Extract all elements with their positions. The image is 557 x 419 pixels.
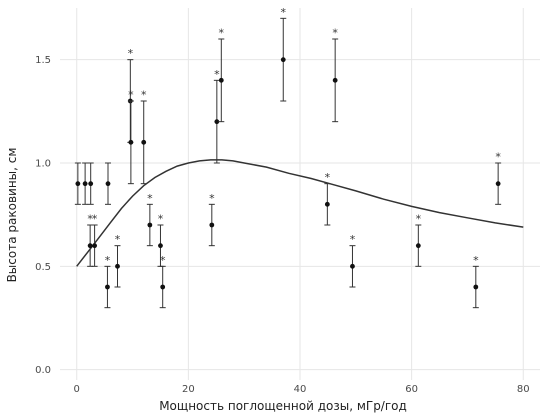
significance-mark: *	[141, 89, 147, 102]
y-tick-label: 1.5	[35, 55, 51, 66]
x-tick-label: 0	[74, 384, 80, 395]
x-tick-label: 40	[294, 384, 307, 395]
significance-mark: *	[350, 233, 356, 246]
point-marker	[92, 243, 98, 249]
x-tick-label: 60	[405, 384, 418, 395]
data-point: *	[218, 27, 225, 123]
data-point: *	[157, 213, 164, 267]
significance-mark: *	[158, 213, 164, 226]
point-marker	[115, 263, 120, 269]
data-point: *	[208, 192, 215, 247]
significance-mark: *	[473, 254, 479, 267]
point-marker	[128, 139, 134, 145]
significance-mark: *	[128, 89, 134, 102]
data-point	[87, 162, 94, 205]
data-point: *	[472, 254, 479, 309]
point-marker	[218, 77, 224, 83]
point-marker	[280, 57, 286, 63]
point-marker	[75, 181, 81, 187]
data-point: *	[332, 27, 338, 123]
significance-mark: *	[87, 213, 93, 226]
point-marker	[82, 181, 88, 187]
data-point	[82, 162, 89, 205]
y-tick-label: 0.5	[35, 262, 51, 273]
data-point	[105, 162, 111, 205]
data-point: *	[415, 213, 422, 267]
data-point: *	[495, 151, 501, 205]
significance-mark: *	[115, 233, 121, 246]
tick-labels: 0 20 40 60 80 0.0 0.5 1.0 1.5	[35, 55, 530, 395]
point-marker	[350, 263, 355, 269]
point-marker	[105, 284, 110, 290]
point-marker	[158, 243, 163, 249]
point-marker	[141, 139, 147, 145]
data-point: *	[159, 254, 166, 309]
data-points: ****** **************	[74, 6, 501, 309]
point-marker	[214, 119, 220, 125]
y-tick-label: 0.0	[35, 365, 51, 376]
point-marker	[105, 181, 111, 187]
significance-mark: *	[105, 254, 111, 267]
point-marker	[209, 222, 215, 228]
point-marker	[324, 201, 330, 207]
point-marker	[147, 222, 153, 228]
data-point: *	[140, 89, 147, 185]
significance-mark: *	[214, 68, 220, 81]
point-marker	[473, 284, 479, 290]
y-tick-label: 1.0	[35, 159, 51, 170]
x-tick-label: 20	[182, 384, 195, 395]
significance-mark: *	[325, 171, 331, 184]
point-marker	[495, 181, 501, 187]
data-point: *	[146, 192, 153, 247]
data-point: *	[127, 89, 134, 185]
data-point: *	[324, 171, 331, 226]
significance-mark: *	[147, 192, 153, 205]
point-marker	[160, 284, 166, 290]
significance-mark: *	[416, 213, 422, 226]
significance-mark: *	[281, 6, 287, 19]
point-marker	[332, 77, 338, 83]
x-axis-title: Мощность поглощенной дозы, мГр/год	[159, 399, 407, 413]
significance-mark: *	[160, 254, 166, 267]
data-point: *	[280, 6, 287, 102]
data-point: *	[349, 233, 356, 288]
significance-mark: *	[128, 47, 134, 60]
point-marker	[88, 181, 94, 187]
significance-mark: *	[219, 27, 225, 40]
significance-mark: *	[495, 151, 501, 164]
data-point	[74, 162, 81, 205]
grid	[60, 8, 540, 380]
significance-mark: *	[332, 27, 338, 40]
y-axis-title: Высота раковины, см	[5, 148, 19, 283]
data-point: *	[91, 213, 98, 267]
data-point: *	[114, 233, 121, 288]
point-marker	[415, 243, 421, 249]
significance-mark: *	[209, 192, 215, 205]
significance-mark: *	[92, 213, 98, 226]
data-point: *	[213, 68, 220, 164]
x-tick-label: 80	[517, 384, 530, 395]
point-marker	[87, 243, 93, 249]
fit-curve	[76, 159, 524, 267]
data-point: *	[104, 254, 111, 309]
